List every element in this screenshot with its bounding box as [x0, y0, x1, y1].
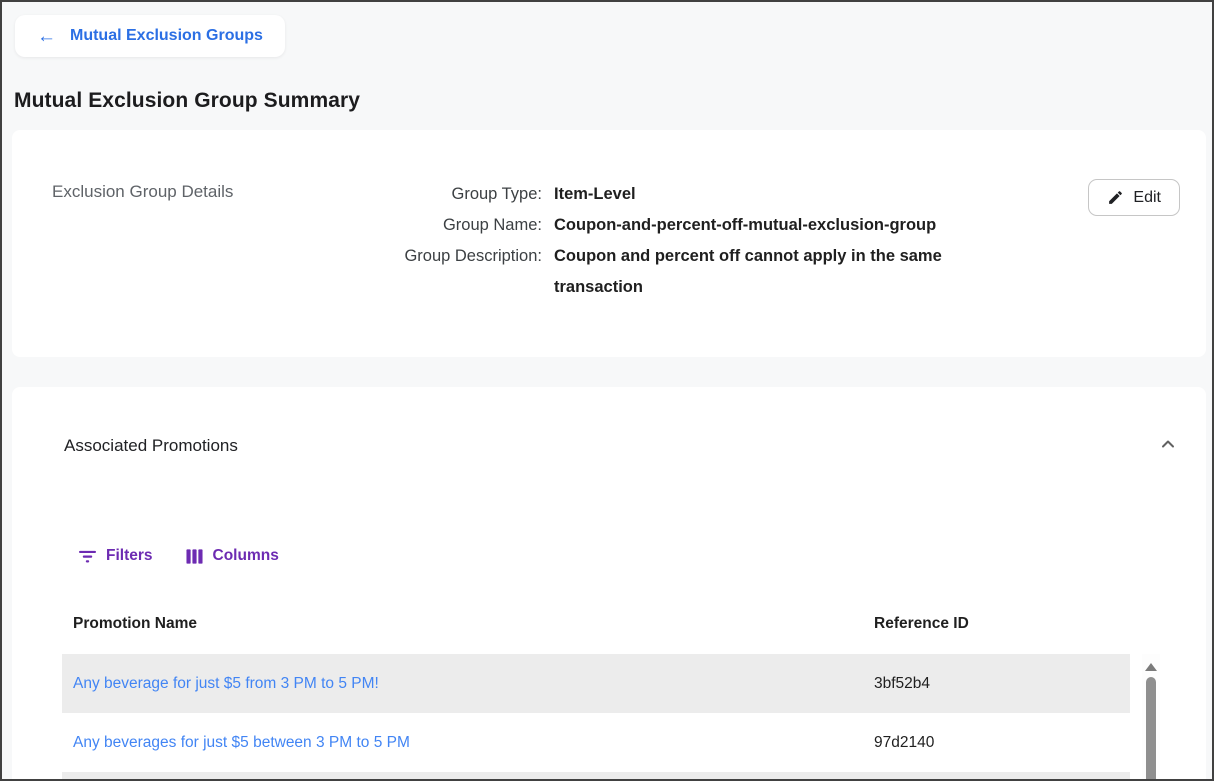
group-description-value: Coupon and percent off cannot apply in t…	[554, 247, 942, 296]
edit-button-label: Edit	[1133, 188, 1161, 206]
filters-button-label: Filters	[106, 547, 153, 564]
details-fields: Group Type: Item-Level Group Name: Coupo…	[332, 179, 974, 303]
column-header-promotion-name: Promotion Name	[73, 615, 198, 632]
columns-icon	[185, 548, 204, 565]
columns-button-label: Columns	[212, 547, 279, 564]
back-to-mutual-exclusion-groups-button[interactable]: ← Mutual Exclusion Groups	[15, 15, 285, 57]
collapse-section-button[interactable]	[1156, 433, 1180, 457]
promotion-name-cell: Any beverages for just $5 between 3 PM t…	[62, 734, 874, 752]
filter-icon	[78, 548, 97, 565]
group-name-label: Group Name:	[442, 216, 542, 234]
associated-promotions-title: Associated Promotions	[64, 436, 238, 455]
columns-button[interactable]: Columns	[185, 547, 279, 565]
table-toolbar: Filters Columns	[78, 547, 279, 565]
column-header-reference-id: Reference ID	[874, 615, 969, 632]
table-header-row: Promotion Name Reference ID	[62, 594, 1160, 654]
filters-button[interactable]: Filters	[78, 547, 153, 565]
back-arrow-icon: ←	[37, 25, 56, 47]
reference-id-cell: 3bf52b4	[874, 674, 931, 692]
group-name-field: Group Name: Coupon-and-percent-off-mutua…	[332, 210, 974, 241]
associated-promotions-card: Associated Promotions Filters Columns	[12, 387, 1206, 779]
table-row[interactable]: Any beverages for just $5 between 3 PM t…	[62, 713, 1130, 772]
details-section-label: Exclusion Group Details	[52, 182, 234, 201]
table-row-partially-visible[interactable]	[62, 772, 1130, 779]
group-type-field: Group Type: Item-Level	[332, 179, 974, 210]
promotions-table: Promotion Name Reference ID Any beverage…	[62, 594, 1160, 779]
table-body: Any beverage for just $5 from 3 PM to 5 …	[62, 654, 1160, 779]
reference-id-cell: 97d2140	[874, 733, 935, 751]
promotion-link[interactable]: Any beverage for just $5 from 3 PM to 5 …	[73, 674, 379, 692]
group-type-label: Group Type:	[451, 185, 542, 203]
group-description-label: Group Description:	[404, 247, 542, 265]
group-type-value: Item-Level	[554, 185, 636, 203]
chevron-up-icon	[1159, 435, 1177, 456]
scrollbar-up-arrow[interactable]	[1142, 657, 1160, 671]
table-row[interactable]: Any beverage for just $5 from 3 PM to 5 …	[62, 654, 1130, 713]
exclusion-group-details-card: Exclusion Group Details Group Type: Item…	[12, 130, 1206, 357]
edit-pencil-icon	[1107, 189, 1124, 206]
table-vertical-scrollbar[interactable]	[1142, 654, 1160, 779]
page-title: Mutual Exclusion Group Summary	[14, 89, 361, 112]
scrollbar-thumb[interactable]	[1146, 677, 1156, 779]
edit-button[interactable]: Edit	[1088, 179, 1180, 216]
promotion-name-cell: Any beverage for just $5 from 3 PM to 5 …	[62, 675, 874, 693]
promotion-link[interactable]: Any beverages for just $5 between 3 PM t…	[73, 733, 410, 751]
group-description-field: Group Description: Coupon and percent of…	[332, 241, 974, 303]
triangle-up-icon	[1145, 663, 1157, 671]
group-name-value: Coupon-and-percent-off-mutual-exclusion-…	[554, 216, 937, 234]
back-button-label: Mutual Exclusion Groups	[70, 27, 263, 44]
